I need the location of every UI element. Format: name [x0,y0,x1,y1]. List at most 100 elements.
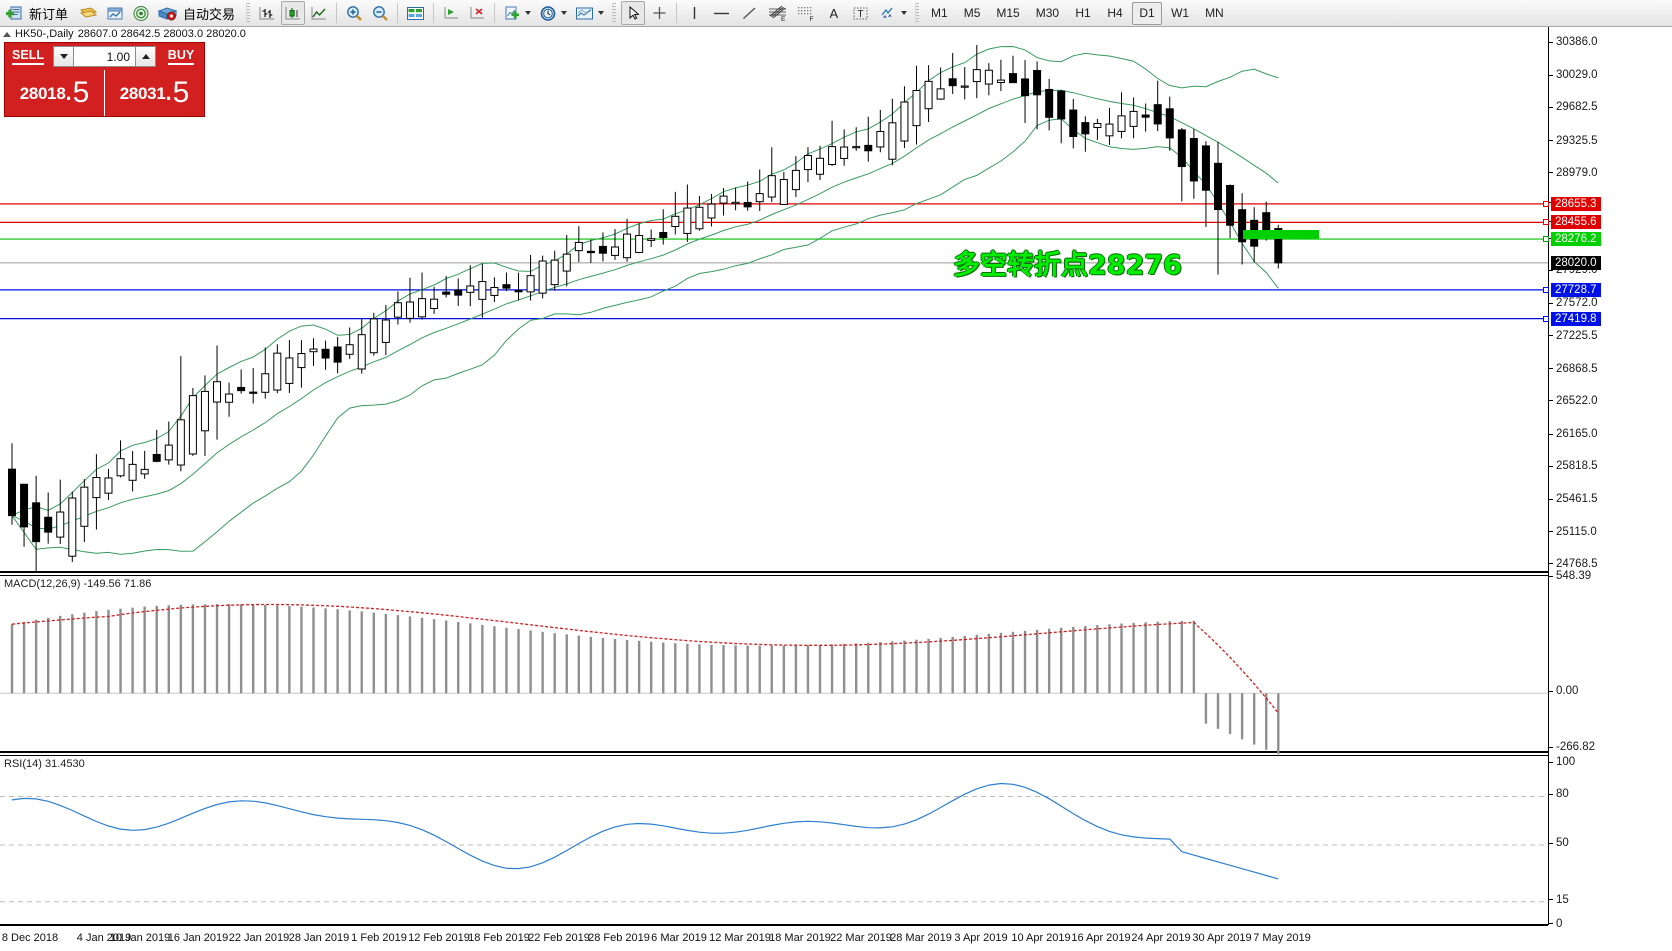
timeframe-m30[interactable]: M30 [1035,6,1060,20]
vertical-line-button[interactable] [682,1,706,25]
macd-tick-label: 0.00 [1556,685,1579,698]
period-button[interactable] [536,1,570,25]
candlestick-chart-button[interactable] [281,1,306,25]
price-tick-label: 29325.5 [1556,134,1598,147]
price-level-tag[interactable]: 28020.0 [1551,255,1601,270]
fibonacci-button[interactable]: E [764,1,791,25]
market-watch-button[interactable] [403,1,428,25]
price-level-tag[interactable]: 28455.6 [1551,215,1601,230]
time-axis[interactable]: 8 Dec 2018 4 Jan 2019 10 Jan 2019 16 Jan 20… [0,925,1548,951]
crosshair-icon [653,6,666,19]
sell-label: SELL [12,48,44,65]
timeframe-m1[interactable]: M1 [931,6,948,20]
templates-caret-icon[interactable] [598,11,605,15]
price-tick: 25818.5 [1549,460,1598,472]
line-chart-button[interactable] [307,1,331,25]
price-tick-label: 29682.5 [1556,101,1598,114]
level-drag-handle[interactable] [1543,200,1549,207]
timeframe-d1[interactable]: D1 [1132,1,1163,25]
horizontal-line-button[interactable] [708,1,735,25]
chart-workspace[interactable]: MACD(12,26,9) -149.56 71.86 RSI(14) 31.4… [0,27,1672,951]
rsi-pane[interactable]: RSI(14) 31.4530 [0,755,1548,925]
indicators-button[interactable] [500,1,534,25]
line-chart-icon [311,6,327,19]
one-click-trading-panel[interactable]: SELL 1.00 BUY 28018 . [4,42,205,117]
price-chart-pane[interactable] [0,27,1548,573]
autotrade-button[interactable]: 自动交易 [155,1,241,25]
price-tick: 24768.5 [1549,558,1598,570]
price-level-tag[interactable]: 27728.7 [1551,282,1601,297]
bar-chart-button[interactable] [255,1,279,25]
level-drag-handle[interactable] [1543,286,1549,293]
price-tick-label: 27225.5 [1556,329,1598,342]
volume-decrease-button[interactable] [53,46,74,67]
chart-annotation-text[interactable]: 多空转折点28276 [953,250,1182,281]
price-scale[interactable]: 30386.0 30029.0 29682.5 29325.5 28979.0 28655… [1543,27,1672,930]
zoom-out-button[interactable] [368,1,392,25]
rsi-tick-label: 15 [1556,893,1569,906]
time-tick-label: 8 Dec 2018 [1,932,59,944]
scale-axis-line [1548,27,1549,925]
text-button[interactable]: A [822,1,846,25]
indicators-icon [505,6,520,19]
price-tick-label: 27572.0 [1556,297,1598,310]
objects-caret-icon[interactable] [901,11,908,15]
buy-button[interactable]: BUY [158,43,204,70]
toolbar-separator-1 [246,3,251,23]
bar-chart-icon [259,6,275,19]
crosshair-button[interactable] [647,1,671,25]
signals-button[interactable] [129,1,153,25]
sell-button[interactable]: SELL [5,43,51,70]
rsi-tick: 0 [1549,918,1562,930]
indicators-caret-icon[interactable] [525,11,532,15]
zoom-in-button[interactable] [342,1,366,25]
price-level-tag[interactable]: 28276.2 [1551,232,1601,247]
collapse-arrow-icon[interactable] [3,31,11,37]
horizontal-line-icon [714,12,730,14]
timeframe-m5[interactable]: M5 [963,6,981,20]
objects-button[interactable] [875,1,910,25]
time-tick-label: 24 Apr 2019 [1131,932,1191,944]
rsi-chart-svg [0,782,1548,903]
price-tick: 26868.5 [1549,363,1598,375]
new-order-button[interactable]: 新订单 [3,1,74,25]
chart-shift-button[interactable] [439,1,463,25]
trendline-button[interactable] [737,1,762,25]
timeframe-m15[interactable]: M15 [996,6,1020,20]
macd-pane[interactable]: MACD(12,26,9) -149.56 71.86 [0,575,1548,754]
buy-price[interactable]: 28031 . 5 [105,70,204,116]
volume-increase-button[interactable] [135,46,156,67]
templates-folder-button[interactable] [76,1,101,25]
timeframe-mn[interactable]: MN [1205,6,1224,20]
volume-stepper[interactable]: 1.00 [51,43,158,70]
level-drag-handle[interactable] [1543,219,1549,226]
level-drag-handle[interactable] [1543,315,1549,322]
data-window-button[interactable] [103,1,127,25]
cursor-button[interactable] [621,1,646,25]
time-tick-label: 18 Feb 2019 [468,932,530,944]
template-icon [79,6,98,18]
signals-icon [133,5,149,21]
rsi-tick-label: 100 [1556,756,1576,769]
toolbar-divider-4 [494,3,496,23]
channel-button[interactable]: F [793,1,820,25]
templates-button[interactable] [572,1,607,25]
market-watch-icon [407,6,425,20]
timeframe-h4[interactable]: H4 [1107,6,1123,20]
time-tick-label: 3 Apr 2019 [954,932,1008,944]
period-caret-icon[interactable] [561,11,568,15]
timeframe-h1[interactable]: H1 [1075,6,1091,20]
chevron-down-icon [59,54,68,59]
volume-input[interactable]: 1.00 [74,46,135,67]
price-level-tag[interactable]: 28655.3 [1551,196,1601,211]
price-level-tag[interactable]: 27419.8 [1551,311,1601,326]
macd-tick: 548.39 [1549,570,1591,582]
sell-price[interactable]: 28018 . 5 [5,70,104,116]
timeframe-w1[interactable]: W1 [1171,6,1190,20]
text-label-button[interactable]: T [848,1,873,25]
period-icon [540,5,556,21]
level-drag-handle[interactable] [1543,236,1549,243]
toolbar-divider-1 [336,3,338,23]
svg-text:A: A [829,6,838,21]
auto-scroll-button[interactable] [465,1,489,25]
